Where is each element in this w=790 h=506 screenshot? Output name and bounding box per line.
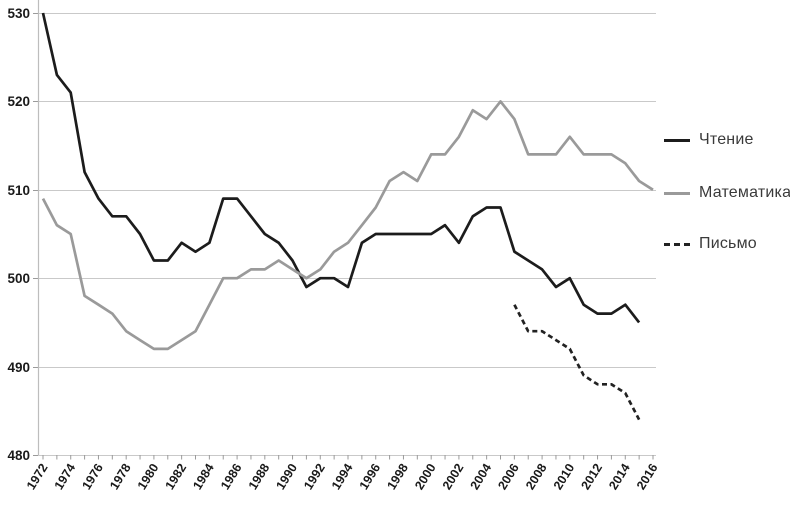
y-tick-label: 530 xyxy=(7,6,30,21)
x-tick-label: 1990 xyxy=(273,461,300,492)
y-tick-label: 490 xyxy=(7,360,30,375)
x-tick-label: 2004 xyxy=(468,461,495,492)
x-tick-label: 1974 xyxy=(52,461,79,492)
reading-line-swatch xyxy=(664,138,690,142)
x-tick-label: 2002 xyxy=(440,461,467,492)
y-tick-label: 480 xyxy=(7,448,30,463)
legend-label-reading: Чтение xyxy=(699,131,754,148)
x-tick-label: 1998 xyxy=(384,461,411,492)
legend-item-reading: Чтение xyxy=(664,130,754,150)
legend-item-math: Математика xyxy=(664,183,790,203)
writing-line-swatch xyxy=(664,242,690,246)
series-line-Математика xyxy=(41,100,654,351)
x-tick-label: 2010 xyxy=(551,461,578,492)
x-tick-label: 2006 xyxy=(495,461,522,492)
x-tick-label: 1994 xyxy=(329,461,356,492)
x-tick-label: 2016 xyxy=(634,461,661,492)
x-tick-label: 1976 xyxy=(79,461,106,492)
x-tick-label: 1996 xyxy=(357,461,384,492)
y-tick-label: 510 xyxy=(7,183,30,198)
x-tick-label: 1980 xyxy=(135,461,162,492)
x-tick-label: 1978 xyxy=(107,461,134,492)
x-tick-label: 2008 xyxy=(523,461,550,492)
x-tick-label: 1982 xyxy=(163,461,190,492)
x-tick-label: 2014 xyxy=(606,461,633,492)
y-tick-label: 500 xyxy=(7,271,30,286)
x-tick-label: 1986 xyxy=(218,461,245,492)
series-line-Письмо xyxy=(513,304,641,421)
x-tick-label: 1992 xyxy=(301,461,328,492)
legend-label-writing: Письмо xyxy=(699,235,757,252)
x-tick-label: 1988 xyxy=(246,461,273,492)
legend-item-writing: Письмо xyxy=(664,234,757,254)
x-tick-label: 1972 xyxy=(24,461,51,492)
math-line-swatch xyxy=(664,191,690,195)
series-line-Чтение xyxy=(41,12,641,324)
x-tick-label: 1984 xyxy=(190,461,217,492)
x-tick-label: 2000 xyxy=(412,461,439,492)
x-tick-label: 2012 xyxy=(578,461,605,492)
y-tick-label: 520 xyxy=(7,94,30,109)
legend-label-math: Математика xyxy=(699,184,790,201)
